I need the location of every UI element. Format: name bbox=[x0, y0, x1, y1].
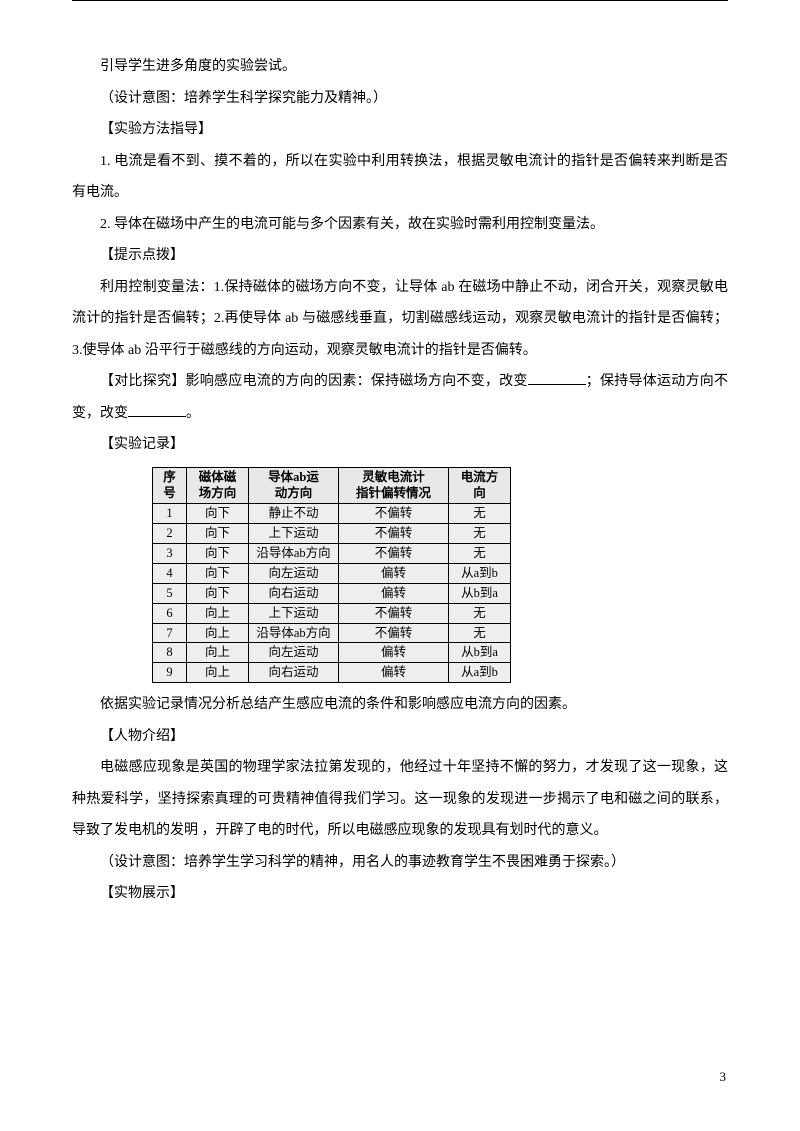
table-header-cell: 序号 bbox=[153, 467, 187, 504]
paragraph: （设计意图：培养学生科学探究能力及精神。） bbox=[72, 83, 728, 115]
table-cell: 不偏转 bbox=[339, 524, 449, 544]
section-heading: 【人物介绍】 bbox=[72, 721, 728, 753]
table-cell: 向下 bbox=[187, 524, 249, 544]
table-cell: 无 bbox=[449, 623, 511, 643]
section-heading: 【提示点拨】 bbox=[72, 240, 728, 272]
table-header-cell: 导体ab运动方向 bbox=[249, 467, 339, 504]
table-row: 8向上向左运动偏转从b到a bbox=[153, 643, 511, 663]
section-heading: 【实验方法指导】 bbox=[72, 114, 728, 146]
experiment-table-wrap: 序号 磁体磁场方向 导体ab运动方向 灵敏电流计指针偏转情况 电流方向 1向下静… bbox=[152, 467, 728, 684]
page-number: 3 bbox=[720, 1069, 727, 1085]
table-cell: 向下 bbox=[187, 563, 249, 583]
section-heading: 【实物展示】 bbox=[72, 878, 728, 910]
table-cell: 向下 bbox=[187, 583, 249, 603]
paragraph: 引导学生进多角度的实验尝试。 bbox=[72, 51, 728, 83]
paragraph: 电磁感应现象是英国的物理学家法拉第发现的，他经过十年坚持不懈的努力，才发现了这一… bbox=[72, 752, 728, 847]
table-cell: 9 bbox=[153, 663, 187, 683]
table-row: 1向下静止不动不偏转无 bbox=[153, 504, 511, 524]
table-cell: 偏转 bbox=[339, 583, 449, 603]
table-row: 9向上向右运动偏转从a到b bbox=[153, 663, 511, 683]
table-row: 2向下上下运动不偏转无 bbox=[153, 524, 511, 544]
table-cell: 1 bbox=[153, 504, 187, 524]
table-cell: 向上 bbox=[187, 603, 249, 623]
section-heading: 【实验记录】 bbox=[72, 429, 728, 461]
table-cell: 偏转 bbox=[339, 563, 449, 583]
table-cell: 向右运动 bbox=[249, 663, 339, 683]
table-cell: 向左运动 bbox=[249, 643, 339, 663]
table-cell: 偏转 bbox=[339, 643, 449, 663]
table-header-cell: 电流方向 bbox=[449, 467, 511, 504]
table-cell: 4 bbox=[153, 563, 187, 583]
table-cell: 无 bbox=[449, 544, 511, 564]
table-cell: 3 bbox=[153, 544, 187, 564]
table-header-cell: 灵敏电流计指针偏转情况 bbox=[339, 467, 449, 504]
table-header-row: 序号 磁体磁场方向 导体ab运动方向 灵敏电流计指针偏转情况 电流方向 bbox=[153, 467, 511, 504]
table-cell: 上下运动 bbox=[249, 603, 339, 623]
table-cell: 静止不动 bbox=[249, 504, 339, 524]
table-row: 4向下向左运动偏转从a到b bbox=[153, 563, 511, 583]
table-cell: 不偏转 bbox=[339, 544, 449, 564]
paragraph: 依据实验记录情况分析总结产生感应电流的条件和影响感应电流方向的因素。 bbox=[72, 689, 728, 721]
table-cell: 向下 bbox=[187, 504, 249, 524]
table-cell: 5 bbox=[153, 583, 187, 603]
table-row: 7向上沿导体ab方向不偏转无 bbox=[153, 623, 511, 643]
table-cell: 向下 bbox=[187, 544, 249, 564]
table-body: 1向下静止不动不偏转无2向下上下运动不偏转无3向下沿导体ab方向不偏转无4向下向… bbox=[153, 504, 511, 683]
table-cell: 从b到a bbox=[449, 583, 511, 603]
table-cell: 上下运动 bbox=[249, 524, 339, 544]
text-run: 。 bbox=[186, 406, 200, 421]
table-cell: 向上 bbox=[187, 643, 249, 663]
table-cell: 6 bbox=[153, 603, 187, 623]
table-cell: 偏转 bbox=[339, 663, 449, 683]
table-header-cell: 磁体磁场方向 bbox=[187, 467, 249, 504]
text-run: 【对比探究】影响感应电流的方向的因素：保持磁场方向不变，改变 bbox=[100, 374, 528, 389]
table-cell: 向上 bbox=[187, 623, 249, 643]
paragraph: 1. 电流是看不到、摸不着的，所以在实验中利用转换法，根据灵敏电流计的指针是否偏… bbox=[72, 146, 728, 209]
table-cell: 从a到b bbox=[449, 663, 511, 683]
page-content: 引导学生进多角度的实验尝试。 （设计意图：培养学生科学探究能力及精神。） 【实验… bbox=[72, 0, 728, 910]
table-row: 3向下沿导体ab方向不偏转无 bbox=[153, 544, 511, 564]
table-cell: 向上 bbox=[187, 663, 249, 683]
table-cell: 7 bbox=[153, 623, 187, 643]
table-cell: 从a到b bbox=[449, 563, 511, 583]
paragraph-with-blanks: 【对比探究】影响感应电流的方向的因素：保持磁场方向不变，改变；保持导体运动方向不… bbox=[72, 366, 728, 429]
table-row: 6向上上下运动不偏转无 bbox=[153, 603, 511, 623]
table-cell: 从b到a bbox=[449, 643, 511, 663]
table-cell: 不偏转 bbox=[339, 504, 449, 524]
table-cell: 沿导体ab方向 bbox=[249, 544, 339, 564]
fill-blank bbox=[528, 371, 586, 385]
paragraph: （设计意图：培养学生学习科学的精神，用名人的事迹教育学生不畏困难勇于探索。） bbox=[72, 847, 728, 879]
table-cell: 向右运动 bbox=[249, 583, 339, 603]
table-cell: 无 bbox=[449, 524, 511, 544]
table-cell: 2 bbox=[153, 524, 187, 544]
paragraph: 2. 导体在磁场中产生的电流可能与多个因素有关，故在实验时需利用控制变量法。 bbox=[72, 209, 728, 241]
table-cell: 无 bbox=[449, 504, 511, 524]
fill-blank bbox=[128, 403, 186, 417]
table-row: 5向下向右运动偏转从b到a bbox=[153, 583, 511, 603]
table-cell: 8 bbox=[153, 643, 187, 663]
table-cell: 不偏转 bbox=[339, 623, 449, 643]
table-cell: 向左运动 bbox=[249, 563, 339, 583]
table-cell: 不偏转 bbox=[339, 603, 449, 623]
experiment-table: 序号 磁体磁场方向 导体ab运动方向 灵敏电流计指针偏转情况 电流方向 1向下静… bbox=[152, 467, 511, 684]
table-cell: 沿导体ab方向 bbox=[249, 623, 339, 643]
table-cell: 无 bbox=[449, 603, 511, 623]
paragraph: 利用控制变量法：1.保持磁体的磁场方向不变，让导体 ab 在磁场中静止不动，闭合… bbox=[72, 272, 728, 367]
